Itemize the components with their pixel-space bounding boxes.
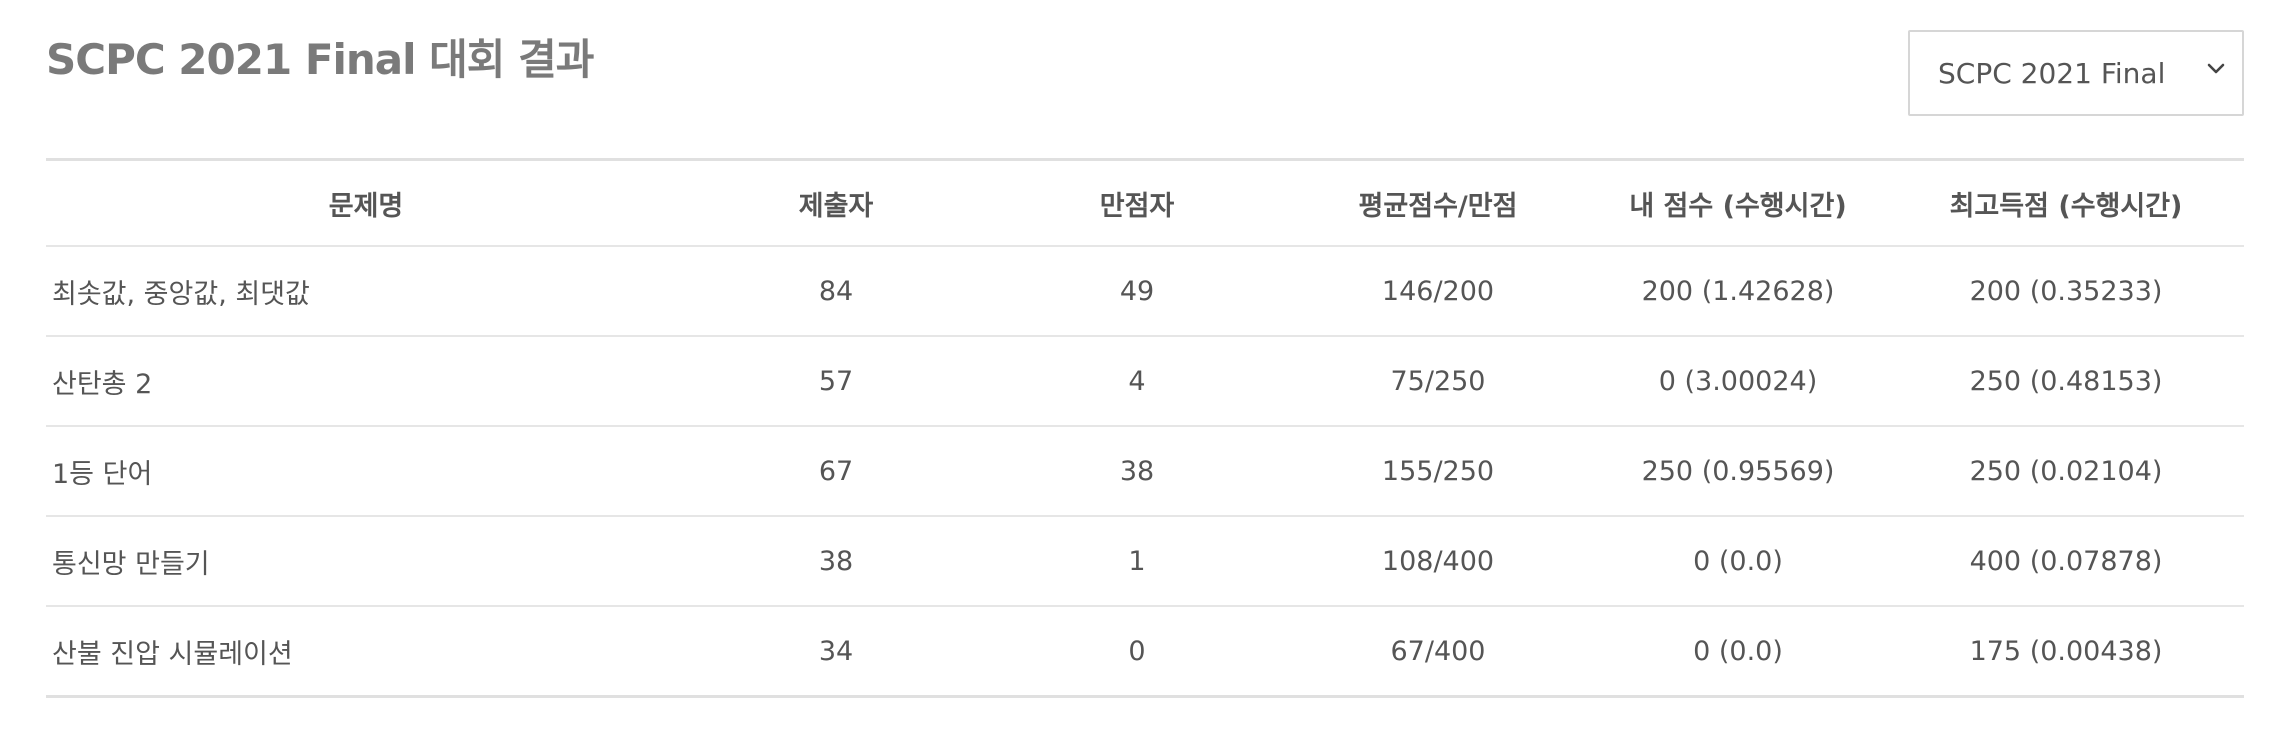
- cell-average-score: 146/200: [1288, 246, 1588, 337]
- cell-perfect-scorers: 0: [1128, 635, 1146, 667]
- cell-perfect-scorers: 4: [986, 336, 1288, 427]
- cell-average-score: 108/400: [1288, 516, 1588, 607]
- cell-problem-name: 산불 진압 시뮬레이션: [52, 638, 293, 670]
- contest-select-value: SCPC 2021 Final: [1938, 56, 2166, 90]
- cell-submitters: 84: [686, 246, 986, 337]
- header-my-score: 내 점수 (수행시간): [1588, 161, 1888, 247]
- table-header-row: 문제명 제출자 만점자 평균점수/만점 내 점수 (수행시간) 최고득점 (수행…: [46, 161, 2244, 247]
- cell-my-score: 0 (0.0): [1693, 635, 1783, 667]
- cell-problem-name: 산탄총 2: [46, 336, 686, 427]
- cell-submitters: 38: [686, 516, 986, 607]
- cell-perfect-scorers: 1: [986, 516, 1288, 607]
- cell-top-score: 200 (0.35233): [1888, 246, 2244, 337]
- cell-top-score: 250 (0.48153): [1888, 336, 2244, 427]
- cell-average-score: 67/400: [1390, 635, 1486, 667]
- results-table: 문제명 제출자 만점자 평균점수/만점 내 점수 (수행시간) 최고득점 (수행…: [46, 158, 2244, 698]
- cell-top-score: 400 (0.07878): [1888, 516, 2244, 607]
- chevron-down-icon: [2207, 63, 2225, 74]
- cell-perfect-scorers: 38: [986, 426, 1288, 517]
- cell-top-score: 175 (0.00438): [1969, 635, 2163, 667]
- cell-submitters: 67: [686, 426, 986, 517]
- table-row: 산탄총 2 57 4 75/250 0 (3.00024) 250 (0.481…: [46, 336, 2244, 427]
- table-row: 산불 진압 시뮬레이션 34 0 67/400 0 (0.0) 175 (0.0…: [46, 606, 2244, 695]
- cell-problem-name: 최솟값, 중앙값, 최댓값: [46, 246, 686, 337]
- header-submitters: 제출자: [686, 161, 986, 247]
- cell-submitters: 57: [686, 336, 986, 427]
- cell-average-score: 155/250: [1288, 426, 1588, 517]
- page-title: SCPC 2021 Final 대회 결과: [46, 35, 594, 84]
- cell-my-score: 200 (1.42628): [1588, 246, 1888, 337]
- contest-select[interactable]: SCPC 2021 Final: [1908, 30, 2244, 116]
- cell-top-score: 250 (0.02104): [1888, 426, 2244, 517]
- header-average-score: 평균점수/만점: [1288, 161, 1588, 247]
- cell-submitters: 34: [818, 635, 854, 667]
- header-top-score: 최고득점 (수행시간): [1888, 161, 2244, 247]
- header-perfect-scorers: 만점자: [986, 161, 1288, 247]
- cell-my-score: 250 (0.95569): [1588, 426, 1888, 517]
- cell-my-score: 0 (3.00024): [1588, 336, 1888, 427]
- cell-average-score: 75/250: [1288, 336, 1588, 427]
- cell-problem-name: 통신망 만들기: [46, 516, 686, 607]
- table-row: 최솟값, 중앙값, 최댓값 84 49 146/200 200 (1.42628…: [46, 246, 2244, 337]
- table-row: 1등 단어 67 38 155/250 250 (0.95569) 250 (0…: [46, 426, 2244, 517]
- cell-perfect-scorers: 49: [986, 246, 1288, 337]
- cell-problem-name: 1등 단어: [46, 426, 686, 517]
- cell-my-score: 0 (0.0): [1588, 516, 1888, 607]
- table-row: 통신망 만들기 38 1 108/400 0 (0.0) 400 (0.0787…: [46, 516, 2244, 607]
- header-problem-name: 문제명: [46, 161, 686, 247]
